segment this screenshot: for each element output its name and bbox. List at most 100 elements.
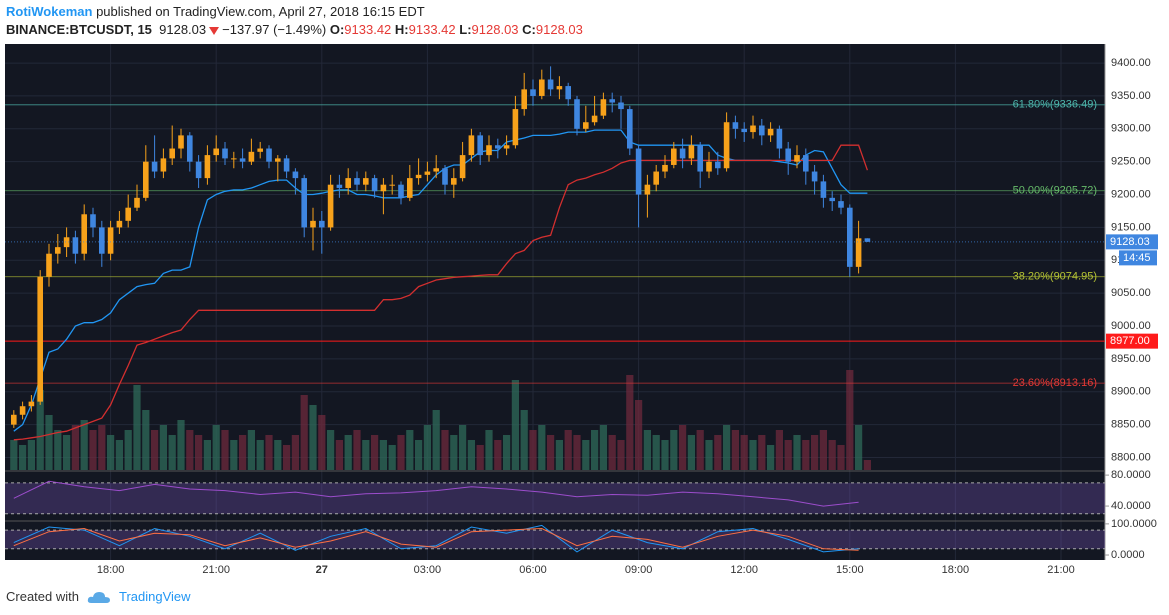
volume-bar <box>63 435 71 470</box>
volume-bar <box>855 425 863 470</box>
volume-bar <box>626 375 634 470</box>
stoch-tick-label: 100.0000 <box>1111 518 1157 530</box>
down-arrow <box>209 26 220 35</box>
rsi-band <box>5 482 1105 514</box>
volume-bar <box>221 430 229 470</box>
volume-bar <box>283 445 291 470</box>
o-value: 9133.42 <box>344 22 392 37</box>
candle-body <box>503 145 510 149</box>
candle-body <box>195 161 202 179</box>
candle-body <box>266 148 272 162</box>
candle-body <box>583 122 589 129</box>
candle-body <box>46 253 52 277</box>
volume-bar <box>335 440 343 470</box>
stoch-band <box>5 530 1105 549</box>
volume-bar <box>494 440 502 470</box>
volume-bar <box>837 445 845 470</box>
volume-bar <box>459 425 467 470</box>
candle-body <box>222 148 228 159</box>
volume-bar <box>819 430 827 470</box>
candle-body <box>547 79 554 90</box>
last-price: 9128.03 <box>159 22 207 37</box>
o-label: O: <box>329 22 345 37</box>
volume-bar <box>775 430 783 470</box>
y-tick-label: 9000.00 <box>1111 320 1151 332</box>
candle-body <box>627 109 633 149</box>
volume-bar <box>133 385 141 470</box>
countdown-label: 14:45 <box>1123 252 1151 264</box>
candle-body <box>72 237 79 254</box>
volume-bar <box>749 440 757 470</box>
volume-bar <box>265 435 273 470</box>
candle-body <box>283 158 290 172</box>
volume-bar <box>617 440 625 470</box>
candle-body <box>81 214 87 254</box>
volume-bar <box>27 440 35 470</box>
volume-bar <box>643 430 651 470</box>
volume-bar <box>731 430 739 470</box>
volume-bar <box>714 435 722 470</box>
candle-body <box>838 201 844 208</box>
volume-bar <box>511 380 519 470</box>
y-tick-label: 9300.00 <box>1111 123 1151 135</box>
chart-bg <box>5 44 1105 560</box>
volume-bar <box>247 430 255 470</box>
volume-bar <box>767 445 775 470</box>
candle-body <box>512 109 519 146</box>
publish-line: RotiWokeman published on TradingView.com… <box>6 3 583 21</box>
volume-bar <box>353 430 361 470</box>
candle-body <box>864 238 871 242</box>
candle-body <box>345 178 351 188</box>
candle-body <box>169 148 175 159</box>
y-tick-label: 9200.00 <box>1111 188 1151 200</box>
volume-bar <box>608 435 616 470</box>
c-value: 9128.03 <box>535 22 583 37</box>
candle-body <box>671 148 677 165</box>
volume-bar <box>740 435 748 470</box>
candle-body <box>336 184 343 188</box>
x-tick-label: 27 <box>316 564 328 576</box>
volume-bar <box>142 410 150 470</box>
volume-bar <box>212 425 220 470</box>
volume-bar <box>230 440 238 470</box>
candle-body <box>847 207 853 267</box>
candle-body <box>213 148 219 156</box>
candle-body <box>275 158 281 162</box>
author[interactable]: RotiWokeman <box>6 4 93 19</box>
volume-bar <box>802 440 810 470</box>
y-tick-label: 8850.00 <box>1111 419 1151 431</box>
candle-body <box>310 220 316 228</box>
volume-bar <box>107 435 115 470</box>
candle-body <box>723 122 730 169</box>
candle-body <box>19 406 26 415</box>
volume-bar <box>168 435 176 470</box>
candle-body <box>11 414 17 425</box>
brand[interactable]: TradingView <box>118 589 191 604</box>
stoch-d-line <box>13 527 859 551</box>
x-tick-label: 12:00 <box>730 564 758 576</box>
candle-body <box>424 171 431 175</box>
l-label: L: <box>459 22 472 37</box>
volume-bar <box>503 435 511 470</box>
change: −137.97 (−1.49%) <box>222 22 327 37</box>
fib-label: 38.20%(9074.95) <box>1013 271 1097 283</box>
candle-body <box>600 99 607 116</box>
volume-bar <box>344 435 352 470</box>
y-tick-label: 8800.00 <box>1111 451 1151 463</box>
volume-bar <box>670 430 678 470</box>
candle-body <box>741 128 747 133</box>
published: published on TradingView.com, April 27, … <box>96 4 425 19</box>
volume-bar <box>582 440 590 470</box>
candle-body <box>292 171 299 179</box>
volume-bar <box>291 435 299 470</box>
h-value: 9133.42 <box>408 22 456 37</box>
candle-body <box>574 99 580 129</box>
volume-bar <box>705 440 713 470</box>
candle-body <box>319 220 325 228</box>
volume-bar <box>591 430 599 470</box>
candle-body <box>732 122 739 129</box>
candle-body <box>539 79 545 96</box>
volume-bar <box>318 415 326 470</box>
